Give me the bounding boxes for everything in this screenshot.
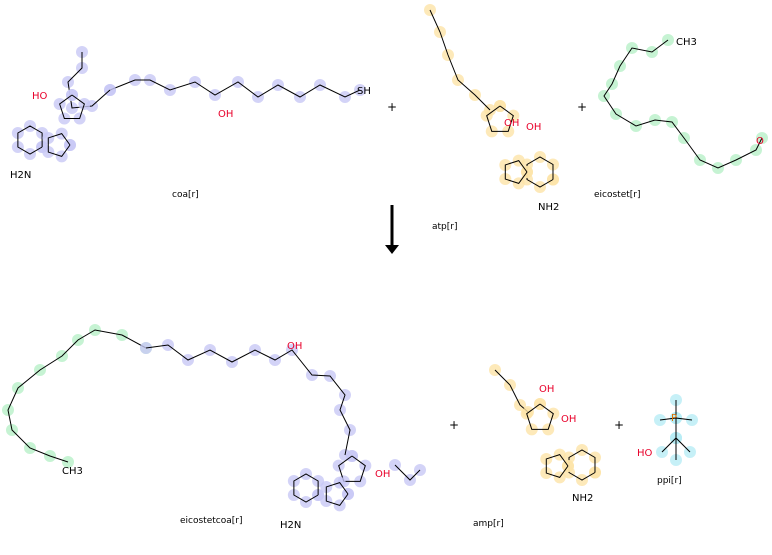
ppi-label: ppi[r] [657,476,682,486]
eicostetcoa-fatty-chain-bond [7,329,147,463]
atp-imidazole-bond [504,159,528,185]
hydroxyl-group: OH [375,469,391,480]
coa-adenine-bond [17,125,43,155]
atp-adenine-bond [526,156,554,188]
phosphorus-atom: P [671,413,678,424]
hydroxyl-group: HO [637,448,653,459]
hydroxyl-group: OH [287,341,303,352]
plus-sign: + [614,418,625,432]
atp-ribose-bond [486,105,514,132]
amp-label: amp[r] [473,519,504,529]
coa-imidazole-bond [47,132,71,158]
amine-group: NH2 [572,493,594,504]
coa-ribose-bond [59,94,85,120]
eicostetcoa-adenine-bond [293,473,319,503]
eicostet-chain-bond [603,39,763,169]
thiol-group: SH [357,86,371,97]
hydroxyl-group: OH [561,414,577,425]
hydroxyl-group: OH [539,384,555,395]
plus-sign: + [449,418,460,432]
eicostetcoa-phosphate-bond [394,464,421,481]
hydroxyl-group: OH [504,118,520,129]
eicostetcoa-imidazole-bond [325,481,349,507]
plus-sign: + [577,100,588,114]
eicostetcoa-coa-chain-bond [145,344,351,456]
eicostetcoa-label: eicostetcoa[r] [180,516,243,526]
amp-adenine-bond [568,449,596,481]
hydroxyl-group: HO [32,91,48,102]
amine-group: H2N [280,520,302,531]
coa-chain-bond [109,79,361,98]
amp-imidazole-bond [545,453,569,479]
hydroxyl-group: OH [218,109,234,120]
atp-phosphates-bond [429,9,491,111]
amine-group: H2N [10,170,32,181]
methyl-group: CH3 [62,466,83,477]
arrow-head-icon [385,245,399,254]
amine-group: NH2 [538,202,560,213]
hydroxyl-group: OH [526,122,542,133]
ppi-phosphates-bond [659,400,693,460]
plus-sign: + [387,100,398,114]
atp-label: atp[r] [432,222,458,232]
methyl-group: CH3 [676,37,697,48]
carboxylate-oxygen: O [756,136,764,147]
amp-ribose-bond [526,403,554,430]
coa-label: coa[r] [172,190,199,200]
eicostetcoa-ribose-bond [338,455,366,482]
eicostet-label: eicostet[r] [594,190,641,200]
